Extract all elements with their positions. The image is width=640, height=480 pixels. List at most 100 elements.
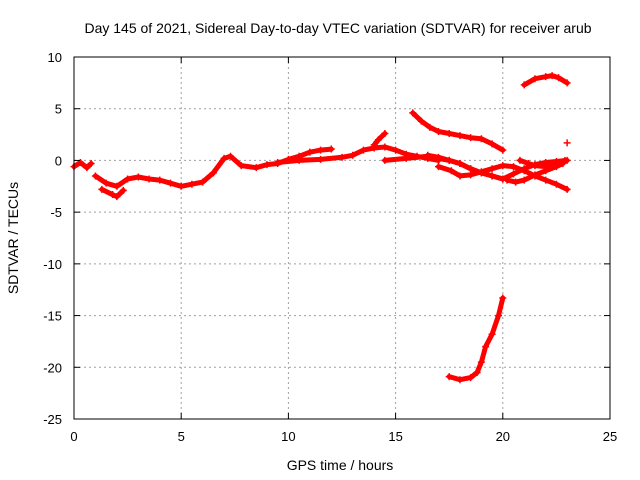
data-point bbox=[424, 151, 432, 159]
data-point bbox=[263, 161, 271, 169]
data-point bbox=[409, 109, 417, 117]
data-point bbox=[503, 176, 511, 184]
data-point bbox=[359, 146, 367, 154]
data-point bbox=[252, 164, 260, 172]
data-point bbox=[317, 146, 325, 154]
series-track-i bbox=[520, 72, 571, 89]
data-point bbox=[477, 358, 485, 366]
data-point bbox=[552, 180, 560, 188]
data-point bbox=[295, 156, 303, 164]
data-point bbox=[220, 154, 228, 162]
data-point bbox=[381, 143, 389, 151]
data-point bbox=[227, 152, 235, 160]
data-point bbox=[531, 162, 539, 170]
series-track bbox=[71, 160, 94, 171]
data-point bbox=[456, 132, 464, 140]
data-point bbox=[555, 74, 563, 82]
y-tick-label: 5 bbox=[55, 102, 62, 117]
data-point bbox=[467, 171, 475, 179]
data-point bbox=[447, 167, 455, 175]
series-track-a bbox=[70, 158, 95, 172]
data-point bbox=[456, 160, 464, 168]
data-point bbox=[434, 153, 442, 161]
data-point bbox=[113, 182, 121, 190]
data-point bbox=[124, 175, 132, 183]
data-point bbox=[488, 165, 496, 173]
data-point bbox=[467, 374, 475, 382]
y-tick-label: -10 bbox=[43, 257, 62, 272]
data-point bbox=[520, 176, 528, 184]
data-point bbox=[510, 163, 518, 171]
data-point bbox=[199, 178, 207, 186]
data-point bbox=[434, 127, 442, 135]
series-track-e bbox=[409, 109, 507, 154]
x-tick-label: 20 bbox=[496, 429, 510, 444]
y-tick-label: -20 bbox=[43, 360, 62, 375]
data-point bbox=[542, 163, 550, 171]
data-point bbox=[306, 148, 314, 156]
data-point bbox=[87, 160, 95, 168]
data-point bbox=[134, 173, 142, 181]
data-point bbox=[563, 185, 571, 193]
data-point bbox=[83, 164, 91, 172]
data-point bbox=[548, 72, 556, 80]
series-track-h bbox=[516, 156, 569, 171]
data-point bbox=[445, 130, 453, 138]
data-point bbox=[552, 160, 560, 168]
data-point bbox=[177, 182, 185, 190]
data-point bbox=[482, 343, 490, 351]
chart-title: Day 145 of 2021, Sidereal Day-to-day VTE… bbox=[84, 20, 591, 36]
data-point bbox=[499, 146, 507, 154]
data-point bbox=[445, 156, 453, 164]
y-axis-label: SDTVAR / TECUs bbox=[5, 182, 21, 294]
data-point bbox=[317, 155, 325, 163]
series-track-k bbox=[445, 294, 507, 384]
y-tick-label: -25 bbox=[43, 412, 62, 427]
data-point bbox=[488, 140, 496, 148]
data-point bbox=[76, 158, 84, 166]
data-point bbox=[542, 73, 550, 81]
data-point bbox=[188, 180, 196, 188]
series-track bbox=[99, 186, 126, 200]
data-point bbox=[166, 179, 174, 187]
data-point bbox=[402, 154, 410, 162]
data-point bbox=[488, 330, 496, 338]
grid-lines bbox=[74, 57, 610, 419]
data-point bbox=[456, 172, 464, 180]
plot-frame bbox=[73, 56, 611, 420]
x-tick-label: 10 bbox=[281, 429, 295, 444]
y-tick-label: 10 bbox=[48, 50, 62, 65]
series-track-b-low bbox=[98, 185, 127, 201]
series-track bbox=[92, 146, 334, 189]
x-tick-label: 5 bbox=[178, 429, 185, 444]
data-point bbox=[525, 160, 533, 168]
data-point bbox=[473, 368, 481, 376]
data-point bbox=[563, 79, 571, 87]
data-point bbox=[374, 136, 382, 144]
series-track-f bbox=[434, 162, 571, 193]
data-point bbox=[467, 165, 475, 173]
data-point bbox=[102, 179, 110, 187]
data-point bbox=[456, 376, 464, 384]
data-point bbox=[563, 139, 571, 147]
y-tick-label: -5 bbox=[50, 205, 62, 220]
series-track-b bbox=[91, 145, 335, 190]
data-point bbox=[434, 163, 442, 171]
data-point bbox=[109, 191, 117, 199]
data-point bbox=[499, 294, 507, 302]
data-point bbox=[327, 145, 335, 153]
data-point bbox=[445, 373, 453, 381]
data-point bbox=[417, 117, 425, 125]
x-tick-label: 15 bbox=[388, 429, 402, 444]
data-point bbox=[510, 170, 518, 178]
data-point bbox=[338, 153, 346, 161]
data-point bbox=[499, 162, 507, 170]
data-series-layer bbox=[70, 72, 571, 384]
data-point bbox=[98, 185, 106, 193]
data-point bbox=[477, 168, 485, 176]
data-point bbox=[512, 178, 520, 186]
data-point bbox=[531, 75, 539, 83]
data-point bbox=[520, 81, 528, 89]
data-point bbox=[237, 162, 245, 170]
